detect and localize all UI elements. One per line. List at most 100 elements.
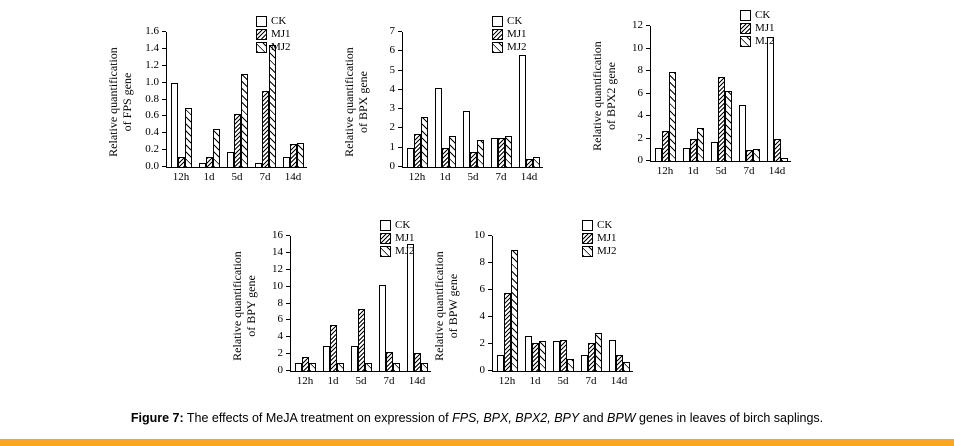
legend-swatch-ck xyxy=(256,16,267,27)
y-tick-label: 0 xyxy=(277,364,284,376)
chart-bpx: Relative quantification of BPX gene 0 1 2 3 4 5… xyxy=(340,16,550,210)
legend-label: MJ1 xyxy=(755,22,775,34)
bar-mj1-1d xyxy=(205,156,213,167)
x-axis: 12h 1d 5d 7d 14d xyxy=(167,171,307,184)
y-tick-label: 4 xyxy=(277,330,284,343)
bar-mj1-12h xyxy=(661,130,669,161)
x-tick-label: 1d xyxy=(687,165,699,177)
y-axis-title-line: Relative quantification xyxy=(432,251,447,361)
y-tick-mark xyxy=(488,316,492,317)
legend-item-mj2: MJ2 xyxy=(256,42,291,53)
legend-label: MJ1 xyxy=(507,28,527,40)
y-tick-label: 1.4 xyxy=(145,41,159,54)
legend-label: MJ1 xyxy=(395,232,415,244)
y-axis-title-line: Relative quantification xyxy=(230,251,245,361)
bar-ck-7d xyxy=(378,284,386,371)
y-tick-mark xyxy=(162,98,166,100)
caption-segment: BPW xyxy=(607,411,636,425)
legend-swatch-ck xyxy=(492,16,503,27)
y-tick-mark xyxy=(286,353,290,355)
y-tick-label: 0.4 xyxy=(145,126,159,139)
y-tick-label: 0.6 xyxy=(145,109,159,122)
y-tick-label: 10 xyxy=(632,41,643,54)
bar-mj1-7d xyxy=(587,342,595,371)
axis-box: 0 2 4 6 8 10 12h 1d 5d 7d 14d CK MJ1 MJ2 xyxy=(464,219,640,414)
axis-box: 0 2 4 6 8 10 12 14 16 12h 1d 5d 7d 14d CK MJ1 MJ2 xyxy=(262,219,438,414)
y-tick-label: 8 xyxy=(277,296,284,309)
legend-item-mj1: MJ1 xyxy=(492,29,527,40)
x-tick-label: 14d xyxy=(768,165,786,177)
legend-label: CK xyxy=(395,219,411,231)
y-axis-title: Relative quantification of BPX2 gene xyxy=(588,12,622,180)
x-axis: 12h 1d 5d 7d 14d xyxy=(403,171,543,184)
bar-ck-5d xyxy=(226,151,234,167)
y-axis-title: Relative quantification of BPY gene xyxy=(228,222,262,390)
y-axis: 0 2 4 6 8 10 12 xyxy=(622,20,650,166)
y-tick-mark xyxy=(286,268,290,270)
legend-item-mj2: MJ2 xyxy=(740,36,775,47)
y-tick-mark xyxy=(646,70,650,71)
bar-mj1-12h xyxy=(503,292,511,371)
x-tick-label: 5d xyxy=(355,375,367,387)
bar-mj2-5d xyxy=(240,74,248,167)
axis-box: 0 1 2 3 4 5 6 7 12h 1d 5d 7d 14d CK MJ1 MJ2 xyxy=(374,16,550,210)
x-tick-label: 12h xyxy=(656,165,674,177)
y-tick-label: 7 xyxy=(389,25,396,37)
x-tick-label: 12h xyxy=(172,171,190,183)
y-tick-label: 6 xyxy=(277,313,284,326)
y-tick-label: 3 xyxy=(389,102,396,115)
y-tick-mark xyxy=(488,235,492,236)
y-tick-mark xyxy=(286,319,290,321)
bar-mj1-7d xyxy=(385,351,393,371)
bar-mj2-14d xyxy=(622,361,630,371)
legend-label: CK xyxy=(271,15,287,27)
bar-mj1-7d xyxy=(261,91,269,167)
y-tick-label: 6 xyxy=(637,86,644,99)
legend-swatch-ck xyxy=(582,220,593,231)
caption-segment: Figure 7: xyxy=(130,411,184,425)
x-tick-label: 7d xyxy=(383,375,395,387)
legend-item-ck: CK xyxy=(256,16,291,27)
y-tick-mark xyxy=(398,88,402,90)
bar-mj2-14d xyxy=(420,363,428,371)
y-tick-mark xyxy=(646,47,650,49)
y-tick-label: 16 xyxy=(272,229,283,241)
y-axis-title-line: of FPS gene xyxy=(120,72,134,132)
legend-label: CK xyxy=(597,219,613,231)
y-tick-mark xyxy=(646,115,650,116)
y-axis-title-line: Relative quantification xyxy=(342,47,357,157)
legend-label: MJ2 xyxy=(271,41,291,53)
x-tick-label: 5d xyxy=(231,171,243,183)
y-tick-label: 1.0 xyxy=(145,75,159,88)
legend-label: MJ2 xyxy=(755,35,775,47)
bar-ck-7d xyxy=(738,104,746,161)
y-tick-mark xyxy=(286,285,290,287)
bar-ck-12h xyxy=(654,147,662,161)
bar-mj2-7d xyxy=(268,44,276,167)
x-tick-label: 1d xyxy=(327,375,339,387)
caption-segment: The effects of MeJA treatment on express… xyxy=(183,411,453,425)
legend-swatch-mj1 xyxy=(256,29,267,40)
y-tick-label: 6 xyxy=(479,283,486,295)
legend-item-mj1: MJ1 xyxy=(582,233,617,244)
axis-box: 0 2 4 6 8 10 12 12h 1d 5d 7d 14d CK MJ1 MJ2 xyxy=(622,10,798,204)
bar-mj2-5d xyxy=(724,91,732,161)
figure-caption: Figure 7: The effects of MeJA treatment … xyxy=(0,410,954,426)
y-axis-title-text: Relative quantification of BPY gene xyxy=(230,251,259,361)
legend-label: MJ1 xyxy=(597,232,617,244)
plot-area xyxy=(290,236,431,372)
y-axis-title-text: Relative quantification of BPW gene xyxy=(432,251,461,361)
x-tick-label: 1d xyxy=(529,375,541,387)
chart-bpy: Relative quantification of BPY gene 0 2 4 6 8 1… xyxy=(228,219,438,414)
y-axis-title: Relative quantification of BPW gene xyxy=(430,222,464,390)
bar-mj1-14d xyxy=(773,138,781,161)
bar-ck-12h xyxy=(170,82,178,167)
bar-ck-5d xyxy=(462,111,470,167)
y-axis-title-line: of BPW gene xyxy=(446,273,460,339)
bar-mj1-1d xyxy=(531,342,539,371)
y-tick-label: 0.8 xyxy=(145,92,159,105)
chart-bpx2: Relative quantification of BPX2 gene 0 2 4 6 8… xyxy=(588,10,798,204)
bar-mj1-14d xyxy=(615,354,623,371)
bar-mj2-12h xyxy=(510,249,518,371)
